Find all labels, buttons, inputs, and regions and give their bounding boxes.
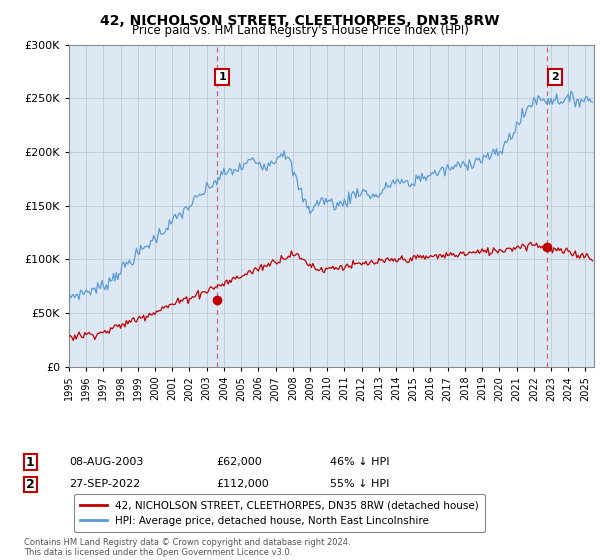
Text: 2: 2: [551, 72, 559, 82]
Text: 1: 1: [218, 72, 226, 82]
Text: 42, NICHOLSON STREET, CLEETHORPES, DN35 8RW: 42, NICHOLSON STREET, CLEETHORPES, DN35 …: [100, 14, 500, 28]
Text: 46% ↓ HPI: 46% ↓ HPI: [330, 457, 389, 467]
Text: £62,000: £62,000: [216, 457, 262, 467]
Text: £112,000: £112,000: [216, 479, 269, 489]
Text: 08-AUG-2003: 08-AUG-2003: [69, 457, 143, 467]
Text: 2: 2: [26, 478, 35, 491]
Text: Contains HM Land Registry data © Crown copyright and database right 2024.
This d: Contains HM Land Registry data © Crown c…: [24, 538, 350, 557]
Text: 55% ↓ HPI: 55% ↓ HPI: [330, 479, 389, 489]
Legend: 42, NICHOLSON STREET, CLEETHORPES, DN35 8RW (detached house), HPI: Average price: 42, NICHOLSON STREET, CLEETHORPES, DN35 …: [74, 494, 485, 532]
Text: 27-SEP-2022: 27-SEP-2022: [69, 479, 140, 489]
Text: 1: 1: [26, 455, 35, 469]
Text: Price paid vs. HM Land Registry's House Price Index (HPI): Price paid vs. HM Land Registry's House …: [131, 24, 469, 37]
